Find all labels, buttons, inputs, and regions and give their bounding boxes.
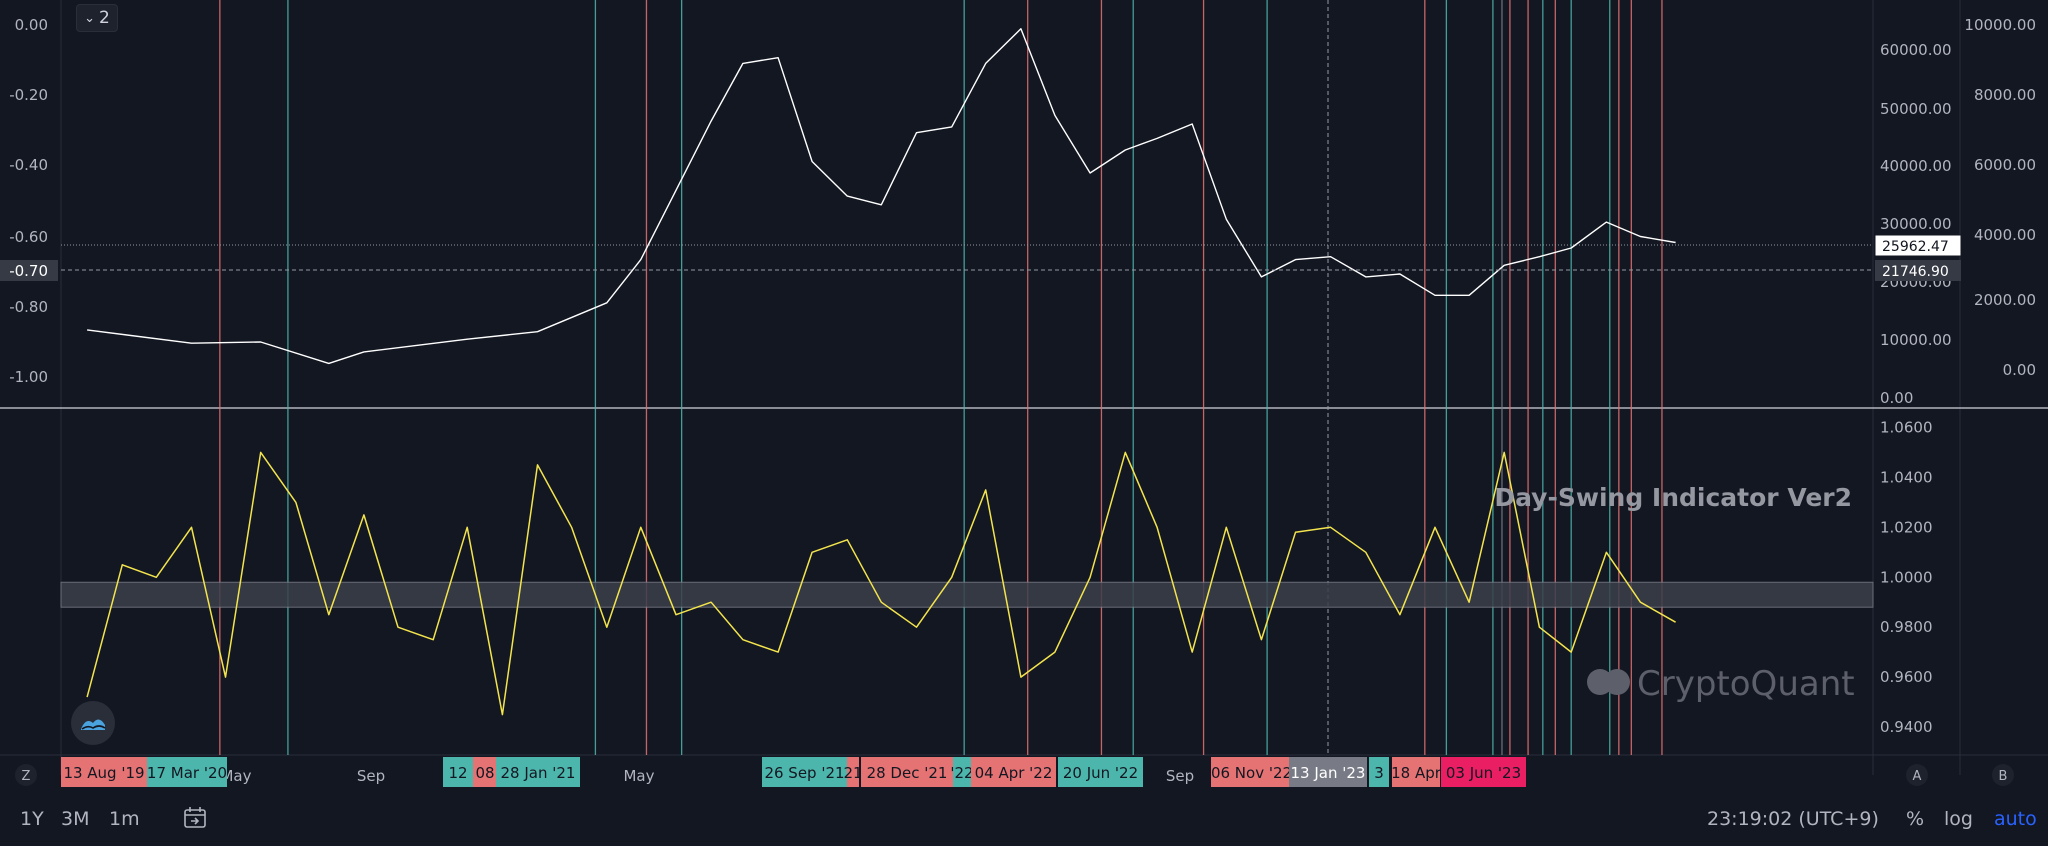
left-crosshair-badge-text: -0.70 [9, 262, 48, 280]
indicator-axis-tick-label: 1.0200 [1880, 518, 1933, 536]
right-inner-axis-tick-label: 60000.00 [1880, 41, 1952, 59]
indicator-axis-tick-label: 0.9800 [1880, 618, 1933, 636]
timeframe-1y-button[interactable]: 1Y [20, 808, 44, 830]
legend-toggle-button[interactable]: ⌄ 2 [76, 4, 118, 32]
right-inner-axis-tick-label: 30000.00 [1880, 215, 1952, 233]
signal-date-badge [147, 757, 227, 787]
signal-date-badge [861, 757, 953, 787]
signal-date-badge [496, 757, 580, 787]
left-axis-tick-label: -0.20 [9, 86, 48, 104]
signal-date-badge-label: 08 [475, 764, 494, 782]
indicator-axis-tick-label: 1.0000 [1880, 568, 1933, 586]
right-inner-axis-tick-label: 50000.00 [1880, 100, 1952, 118]
current-price-badge [1874, 234, 1962, 257]
corner-b-label: B [1999, 769, 2008, 784]
signal-date-badge-label: 28 Dec '21 [867, 764, 948, 782]
right-inner-axis-tick-label: 40000.00 [1880, 157, 1952, 175]
right-outer-axis-tick-label: 4000.00 [1974, 226, 2036, 244]
auto-scale-button[interactable]: auto [1994, 808, 2037, 830]
timeframe-3m-button[interactable]: 3M [61, 808, 90, 830]
signal-date-badge-label: 13 Jan '23 [1291, 764, 1366, 782]
signal-date-badge-label: 03 Jun '23 [1446, 764, 1521, 782]
percent-scale-button[interactable]: % [1906, 808, 1925, 830]
corner-a-button [1906, 764, 1928, 786]
indicator-axis-tick-label: 1.0400 [1880, 468, 1933, 486]
signal-date-badge-label: 3 [1374, 764, 1384, 782]
right-inner-axis-tick-label: 10000.00 [1880, 331, 1952, 349]
signal-date-badge-label: 21 [843, 764, 862, 782]
time-axis-label: Sep [1166, 767, 1194, 785]
indicator-axis-tick-label: 1.0600 [1880, 418, 1933, 436]
chart-background [0, 0, 2048, 792]
indicator-axis-tick-label: 0.9400 [1880, 718, 1933, 736]
signal-date-badge [61, 757, 147, 787]
signal-date-badge [953, 757, 971, 787]
signal-date-badge [1392, 757, 1440, 787]
signal-date-badge [1441, 757, 1526, 787]
legend-count: 2 [99, 8, 110, 28]
signal-date-badge [1289, 757, 1367, 787]
signal-date-badge-label: 20 Jun '22 [1063, 764, 1138, 782]
signal-date-badge-label: 18 Apr [1391, 764, 1442, 782]
chart-canvas[interactable]: 0.00 -0.20 -0.40 -0.60 -0.80 -1.00 60000.00 500… [0, 0, 2048, 792]
right-outer-axis-tick-label: 10000.00 [1964, 16, 2036, 34]
date-range-icon[interactable] [182, 805, 208, 835]
corner-a-label: A [1913, 769, 1922, 784]
signal-date-badge-label: 17 Mar '20 [147, 764, 227, 782]
watermark-logo-icon-part [1604, 669, 1630, 695]
corner-z-button [15, 764, 37, 786]
signal-date-badge [473, 757, 497, 787]
time-axis-label: May [623, 767, 654, 785]
left-axis-tick-label: -0.80 [9, 298, 48, 316]
signal-date-badge [443, 757, 473, 787]
left-axis-tick-label: -0.40 [9, 156, 48, 174]
corner-z-label: Z [22, 769, 31, 784]
left-axis-tick-label: 0.00 [15, 16, 48, 34]
signal-date-badge-label: 06 Nov '22 [1211, 764, 1292, 782]
right-outer-axis-tick-label: 0.00 [2003, 361, 2036, 379]
time-axis-label: May [220, 767, 251, 785]
indicator-axis-tick-label: 0.9600 [1880, 668, 1933, 686]
clock-time: 23:19:02 (UTC+9) [1707, 808, 1879, 830]
time-axis-label: Sep [357, 767, 385, 785]
crosshair-price-badge [1875, 260, 1961, 281]
signal-date-badge [971, 757, 1056, 787]
right-inner-axis-tick-label: 0.00 [1880, 389, 1913, 407]
corner-b-button [1992, 764, 2014, 786]
signal-date-badge-label: 04 Apr '22 [975, 764, 1053, 782]
signal-date-badge-label: 12 [448, 764, 467, 782]
signal-date-badge [1369, 757, 1389, 787]
right-outer-axis-tick-label: 2000.00 [1974, 291, 2036, 309]
left-axis-tick-label: -0.60 [9, 228, 48, 246]
timeframe-1m-button[interactable]: 1m [109, 808, 140, 830]
current-price-badge-text: 25962.47 [1882, 239, 1949, 255]
cloud-wave-icon [81, 719, 106, 730]
signal-date-badge [1058, 757, 1143, 787]
cryptoquant-badge-button[interactable] [71, 701, 115, 745]
signal-date-badge [762, 757, 847, 787]
right-outer-axis-tick-label: 8000.00 [1974, 86, 2036, 104]
price-series-line [87, 28, 1676, 365]
cryptoquant-watermark: CryptoQuant [1587, 664, 1855, 704]
chevron-down-icon: ⌄ [84, 10, 96, 26]
watermark-text: CryptoQuant [1637, 664, 1855, 704]
signal-date-badge-label: 26 Sep '21 [764, 764, 844, 782]
log-scale-button[interactable]: log [1944, 808, 1973, 830]
indicator-title: Day-Swing Indicator Ver2 [1494, 483, 1852, 512]
signal-date-badge-label: 28 Jan '21 [501, 764, 576, 782]
left-axis-tick-label: -1.00 [9, 368, 48, 386]
signal-date-badge-label: 13 Aug '19 [63, 764, 144, 782]
signal-date-badge [1211, 757, 1292, 787]
signal-date-badge [847, 757, 859, 787]
crosshair-price-badge-text: 21746.90 [1882, 264, 1949, 280]
indicator-band [60, 581, 1874, 608]
signal-date-badge-label: '22 [950, 764, 973, 782]
left-crosshair-badge [0, 260, 58, 281]
indicator-series-line [86, 451, 1676, 716]
right-outer-axis-tick-label: 6000.00 [1974, 156, 2036, 174]
bottom-toolbar: 1Y 3M 1m 23:19:02 (UTC+9) % log auto [0, 792, 2048, 846]
